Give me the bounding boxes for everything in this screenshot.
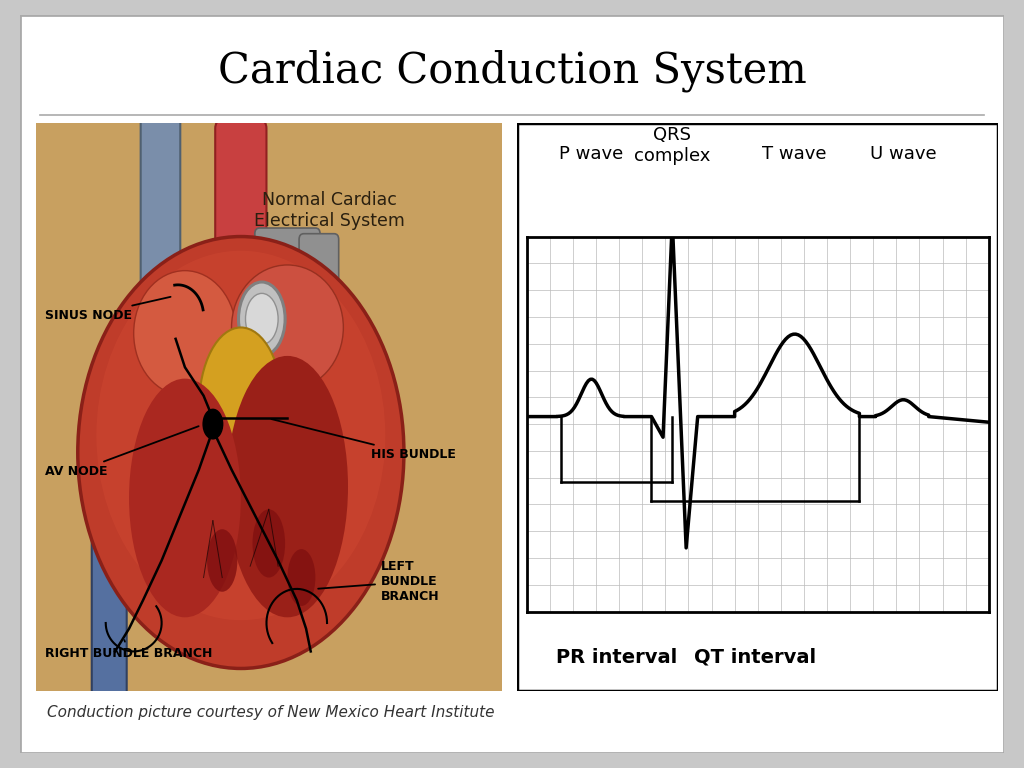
Ellipse shape xyxy=(207,529,238,591)
Text: P wave: P wave xyxy=(559,145,624,163)
Text: QT interval: QT interval xyxy=(694,647,816,667)
Ellipse shape xyxy=(253,509,285,578)
FancyBboxPatch shape xyxy=(299,233,339,310)
Text: U wave: U wave xyxy=(870,145,937,163)
Ellipse shape xyxy=(288,549,315,606)
Ellipse shape xyxy=(203,409,222,439)
FancyBboxPatch shape xyxy=(215,120,266,285)
Ellipse shape xyxy=(227,356,348,617)
Text: Conduction picture courtesy of New Mexico Heart Institute: Conduction picture courtesy of New Mexic… xyxy=(47,704,495,720)
Text: SINUS NODE: SINUS NODE xyxy=(45,297,171,322)
Text: LEFT
BUNDLE
BRANCH: LEFT BUNDLE BRANCH xyxy=(318,561,439,604)
FancyBboxPatch shape xyxy=(140,103,180,302)
Text: Cardiac Conduction System: Cardiac Conduction System xyxy=(218,49,806,92)
Text: Normal Cardiac
Electrical System: Normal Cardiac Electrical System xyxy=(254,191,404,230)
Ellipse shape xyxy=(199,327,283,487)
Ellipse shape xyxy=(129,379,241,617)
Ellipse shape xyxy=(246,293,279,345)
FancyBboxPatch shape xyxy=(255,228,321,270)
Text: HIS BUNDLE: HIS BUNDLE xyxy=(271,419,456,462)
FancyBboxPatch shape xyxy=(92,447,127,697)
Ellipse shape xyxy=(96,251,385,621)
Ellipse shape xyxy=(78,237,403,668)
Text: PR interval: PR interval xyxy=(556,647,678,667)
Text: RIGHT BUNDLE BRANCH: RIGHT BUNDLE BRANCH xyxy=(45,640,213,660)
Ellipse shape xyxy=(231,265,343,390)
Text: QRS
complex: QRS complex xyxy=(634,126,711,165)
Text: AV NODE: AV NODE xyxy=(45,426,199,478)
Text: T wave: T wave xyxy=(763,145,827,163)
Ellipse shape xyxy=(134,270,237,396)
Ellipse shape xyxy=(239,282,285,356)
